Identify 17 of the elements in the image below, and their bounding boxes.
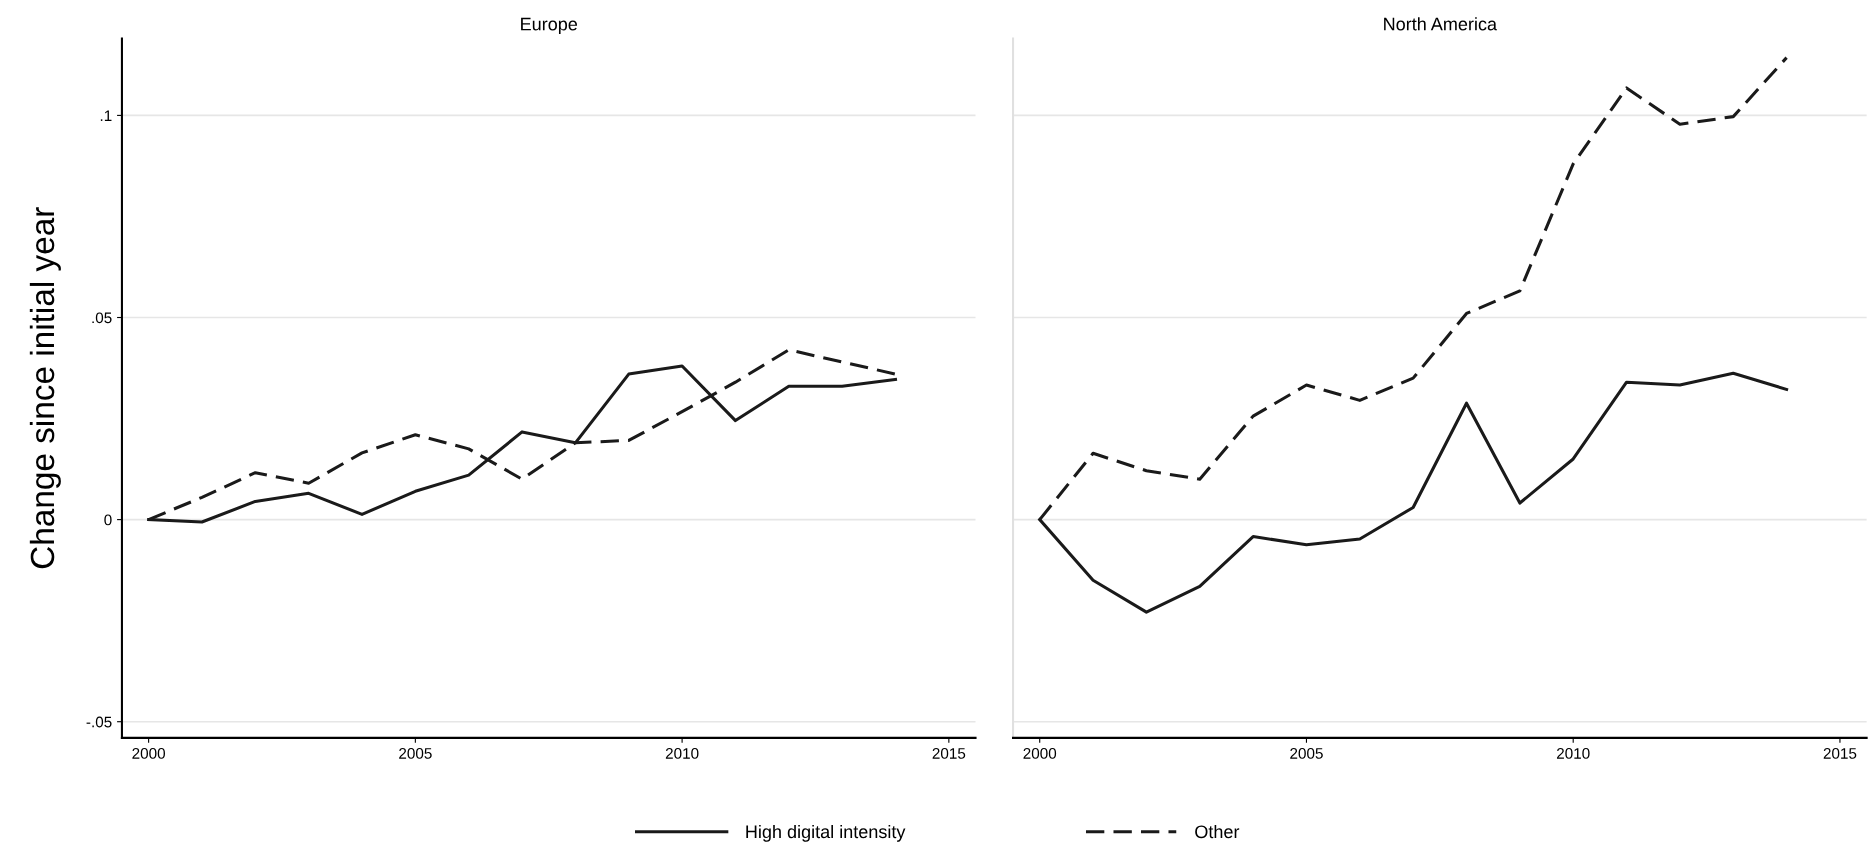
x-tick-label: 2000 xyxy=(1023,748,1057,759)
x-tick-label: 2015 xyxy=(932,748,966,759)
x-tick-label: 2010 xyxy=(1556,748,1590,759)
y-tick-label: .05 xyxy=(92,312,112,324)
y-axis-title: Change since initial year xyxy=(29,207,61,569)
chart-title: North America xyxy=(1384,17,1498,31)
x-tick-label: 2005 xyxy=(399,748,432,759)
chart-title: Europe xyxy=(521,17,578,35)
x-tick-label: 2015 xyxy=(1823,748,1857,759)
y-tick-label: -.05 xyxy=(86,716,112,728)
legend-label: Other xyxy=(1195,824,1240,839)
legend-label: High digital intensity xyxy=(746,824,906,842)
x-tick-label: 2005 xyxy=(1290,748,1323,759)
x-tick-label: 2010 xyxy=(665,748,699,759)
y-tick-label: 0 xyxy=(104,514,112,526)
y-tick-label: .1 xyxy=(100,110,112,121)
x-tick-label: 2000 xyxy=(132,748,166,759)
